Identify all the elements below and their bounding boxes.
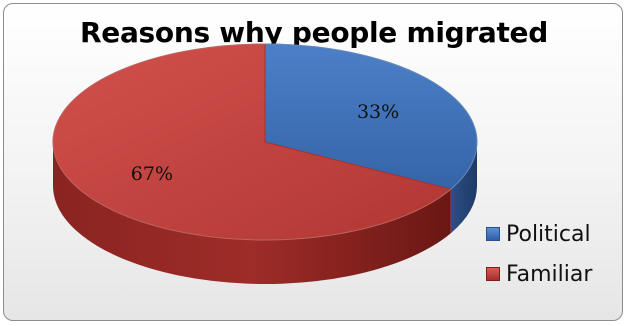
data-label-political: 33%	[357, 101, 399, 123]
legend-label-familiar: Familiar	[506, 261, 593, 287]
pie-slice-political	[264, 43, 478, 190]
legend-swatch-political	[486, 227, 500, 241]
pie-slice-familiar	[52, 43, 452, 241]
legend-item-political: Political	[486, 214, 592, 254]
data-label-familiar: 67%	[131, 163, 173, 185]
pie-rim	[52, 43, 478, 241]
legend-swatch-familiar	[486, 267, 500, 281]
pie-side-political	[450, 142, 477, 234]
chart-title: Reasons why people migrated	[80, 16, 548, 49]
legend: Political Familiar	[486, 214, 592, 294]
legend-label-political: Political	[506, 221, 591, 247]
pie-side-familiar	[53, 142, 451, 285]
legend-item-familiar: Familiar	[486, 254, 592, 294]
